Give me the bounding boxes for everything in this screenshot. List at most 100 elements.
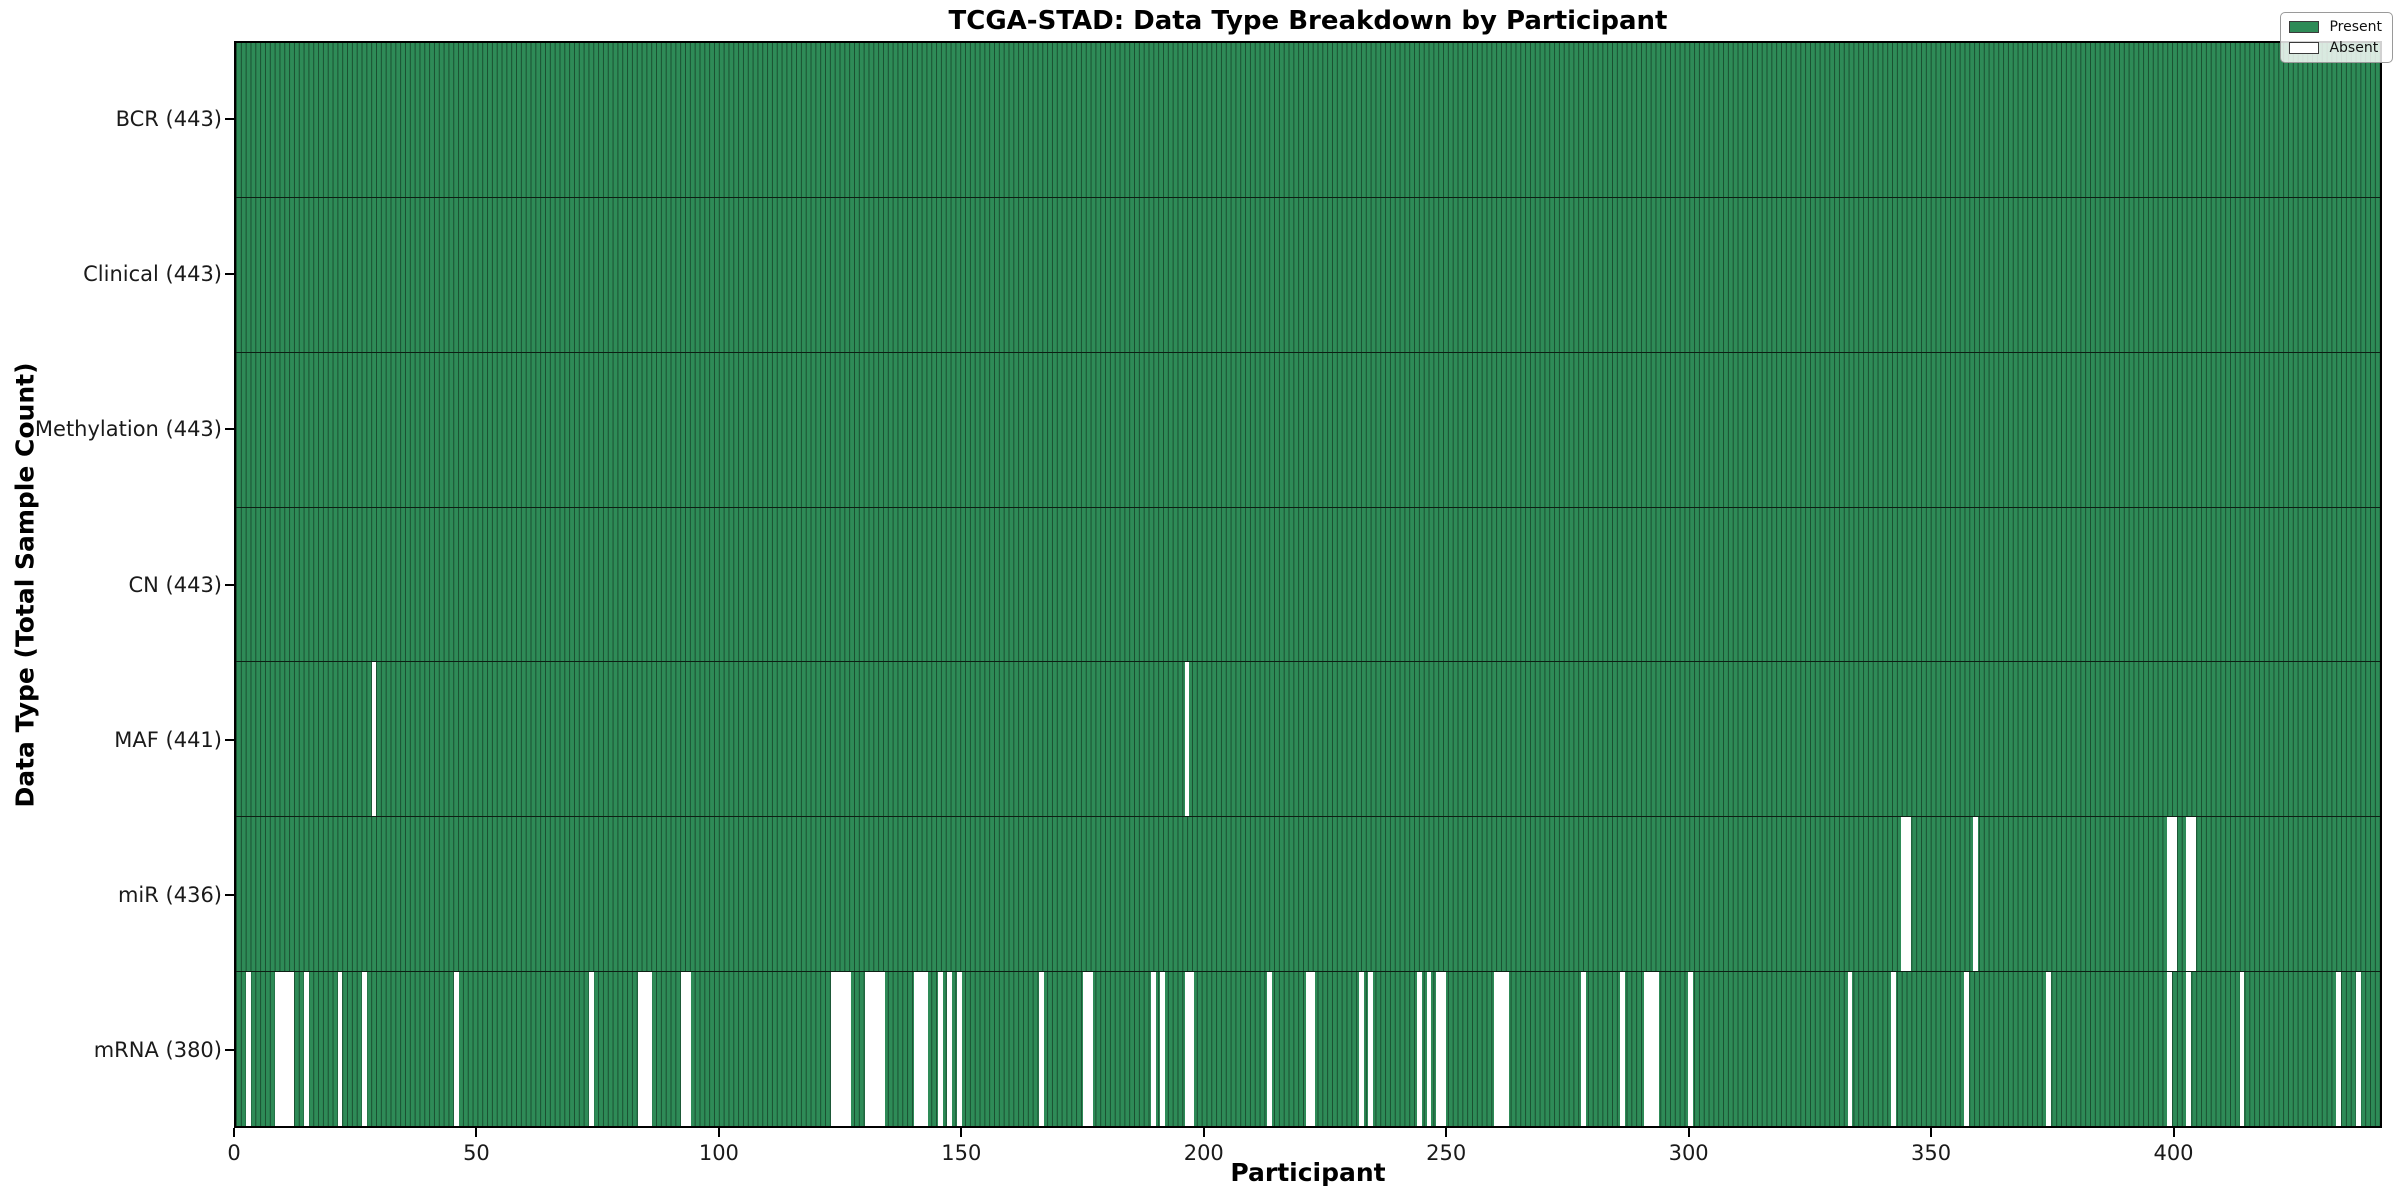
absent-bar xyxy=(279,972,285,1127)
absent-bar xyxy=(913,972,919,1127)
absent-bar xyxy=(1184,972,1190,1127)
y-tick-label-maf: MAF (441) xyxy=(114,727,222,752)
legend-swatch-absent xyxy=(2289,42,2320,54)
absent-bar xyxy=(1266,972,1272,1127)
absent-bar xyxy=(836,972,841,1127)
plot-area xyxy=(234,41,2382,1128)
x-tick-label-400: 400 xyxy=(2153,1141,2194,1165)
absent-bar xyxy=(686,972,691,1127)
absent-bar xyxy=(1847,972,1853,1127)
absent-bar xyxy=(1494,972,1500,1127)
absent-bar xyxy=(2239,972,2245,1127)
row-bcr xyxy=(236,43,2380,198)
absent-bar xyxy=(245,972,251,1127)
absent-bar xyxy=(2355,972,2361,1127)
x-tick-mark xyxy=(2172,1128,2175,1137)
legend-entry-absent: Absent xyxy=(2289,40,2382,56)
legend-label: Present xyxy=(2329,19,2382,35)
y-tick-label-methylation: Methylation (443) xyxy=(34,417,222,442)
x-tick-mark xyxy=(717,1128,720,1137)
absent-bar xyxy=(1087,972,1093,1127)
absent-bar xyxy=(1416,972,1422,1127)
absent-bar xyxy=(361,972,367,1127)
row-clinical xyxy=(236,197,2380,353)
x-tick-label-300: 300 xyxy=(1668,1141,1709,1165)
y-tick-mark xyxy=(225,117,234,120)
chart-title: TCGA-STAD: Data Type Breakdown by Partic… xyxy=(948,6,1668,36)
absent-bar xyxy=(2171,817,2177,972)
absent-bar xyxy=(637,972,643,1127)
absent-bar xyxy=(918,972,924,1127)
absent-bar xyxy=(647,972,653,1127)
absent-bar xyxy=(303,972,309,1127)
x-axis-label: Participant xyxy=(1230,1158,1386,1187)
x-tick-mark xyxy=(1202,1128,1205,1137)
legend: Present Absent xyxy=(2280,12,2393,63)
absent-bar xyxy=(1900,817,1906,972)
absent-bar xyxy=(1973,817,1979,972)
y-tick-mark xyxy=(225,272,234,275)
absent-bar xyxy=(1436,972,1442,1127)
x-tick-mark xyxy=(1930,1128,1933,1137)
absent-bar xyxy=(371,662,377,817)
absent-bar xyxy=(879,972,885,1127)
absent-bar xyxy=(642,972,648,1127)
absent-bar xyxy=(453,972,459,1127)
absent-bar xyxy=(870,972,875,1127)
absent-bar xyxy=(1581,972,1587,1127)
absent-bar xyxy=(1441,972,1446,1127)
y-tick-label-clinical: Clinical (443) xyxy=(83,261,222,286)
x-tick-mark xyxy=(960,1128,963,1137)
x-tick-label-200: 200 xyxy=(1183,1141,1224,1165)
y-tick-label-cn: CN (443) xyxy=(128,572,222,597)
absent-bar xyxy=(1426,972,1432,1127)
absent-bar xyxy=(2186,972,2192,1127)
absent-bar xyxy=(865,972,870,1127)
y-tick-mark xyxy=(225,1049,234,1052)
absent-bar xyxy=(1891,972,1896,1127)
absent-bar xyxy=(2046,972,2051,1127)
absent-bar xyxy=(1649,972,1655,1127)
absent-bar xyxy=(937,972,943,1127)
absent-bar xyxy=(289,972,295,1127)
absent-bar xyxy=(284,972,290,1127)
absent-bar xyxy=(2336,972,2342,1127)
absent-bar xyxy=(337,972,343,1127)
y-tick-label-bcr: BCR (443) xyxy=(115,106,222,131)
absent-bar xyxy=(1310,972,1316,1127)
x-tick-mark xyxy=(1445,1128,1448,1137)
absent-bar xyxy=(947,972,953,1127)
absent-bar xyxy=(2167,972,2172,1127)
absent-bar xyxy=(274,972,280,1127)
absent-bar xyxy=(2191,817,2197,972)
y-tick-mark xyxy=(225,583,234,586)
absent-bar xyxy=(2167,817,2172,972)
absent-bar xyxy=(1905,817,1911,972)
row-maf xyxy=(236,662,2380,818)
x-tick-label-350: 350 xyxy=(1911,1141,1952,1165)
absent-bar xyxy=(1150,972,1156,1127)
absent-bar xyxy=(840,972,846,1127)
legend-label: Absent xyxy=(2329,40,2379,56)
y-tick-label-mrna: mRNA (380) xyxy=(93,1038,222,1063)
absent-bar xyxy=(1358,972,1364,1127)
x-tick-mark xyxy=(1687,1128,1690,1137)
y-tick-mark xyxy=(225,738,234,741)
absent-bar xyxy=(845,972,851,1127)
x-tick-label-150: 150 xyxy=(941,1141,982,1165)
x-tick-label-250: 250 xyxy=(1426,1141,1467,1165)
absent-bar xyxy=(1305,972,1311,1127)
absent-bar xyxy=(1504,972,1509,1127)
absent-bar xyxy=(1499,972,1504,1127)
y-tick-mark xyxy=(225,428,234,431)
x-tick-label-50: 50 xyxy=(463,1141,490,1165)
absent-bar xyxy=(874,972,880,1127)
absent-bar xyxy=(1082,972,1088,1127)
y-tick-label-mir: miR (436) xyxy=(117,883,222,908)
absent-bar xyxy=(1368,972,1374,1127)
x-tick-mark xyxy=(233,1128,235,1137)
row-mir xyxy=(236,817,2380,973)
absent-bar xyxy=(1039,972,1045,1127)
x-tick-label-100: 100 xyxy=(698,1141,739,1165)
